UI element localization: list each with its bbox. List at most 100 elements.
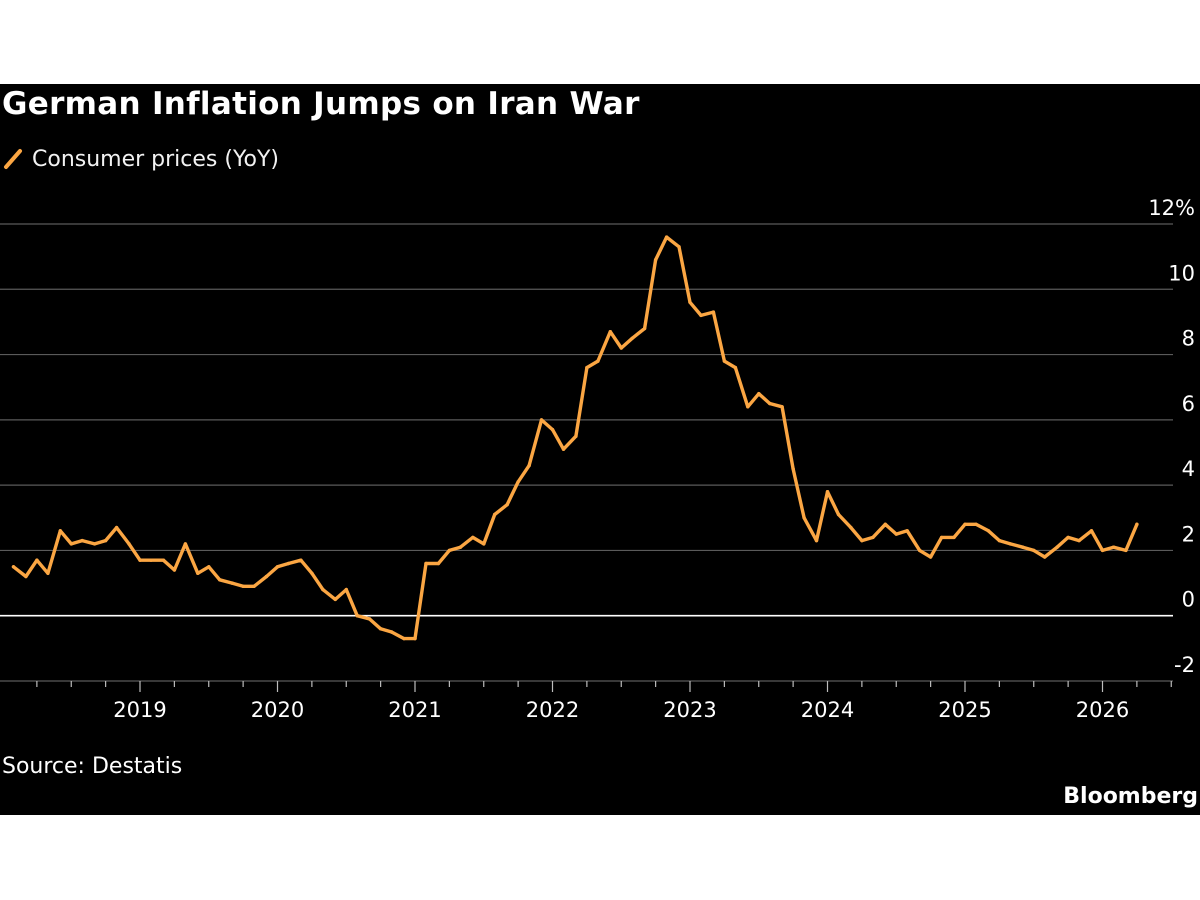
data-point [780, 405, 784, 409]
data-point [471, 535, 475, 540]
data-point [196, 571, 200, 575]
data-point [1043, 555, 1047, 559]
data-point [207, 565, 211, 569]
data-point [46, 571, 50, 575]
data-point [630, 336, 634, 340]
data-point [825, 490, 830, 494]
data-point [1135, 522, 1139, 526]
data-point [883, 522, 887, 526]
data-point [688, 300, 692, 304]
data-point [952, 535, 956, 540]
y-tick-label: 4 [1182, 457, 1195, 481]
data-point [35, 558, 39, 562]
data-point [161, 558, 166, 562]
gridlines [0, 223, 1173, 682]
data-point [458, 545, 463, 549]
data-point [561, 447, 566, 451]
data-point [378, 627, 383, 631]
series-layer [11, 235, 1139, 641]
data-point [974, 522, 978, 526]
data-point [275, 565, 280, 569]
data-point [939, 535, 944, 540]
data-point [1100, 548, 1105, 553]
data-point [871, 535, 875, 540]
data-point [585, 365, 589, 370]
data-point [917, 548, 922, 553]
data-point [80, 538, 84, 543]
data-point [333, 597, 337, 602]
data-point [963, 522, 967, 526]
y-tick-label: 12% [1148, 196, 1195, 220]
data-point [642, 326, 647, 331]
x-tick-label: 2025 [938, 698, 991, 722]
legend-label: Consumer prices (YoY) [32, 146, 279, 172]
x-tick-label: 2021 [388, 698, 441, 722]
data-point [1032, 548, 1036, 553]
data-point [344, 587, 348, 592]
legend-swatch-icon [4, 149, 22, 169]
data-point [1111, 545, 1116, 549]
data-point [413, 636, 417, 641]
data-point [802, 516, 806, 520]
data-point [252, 584, 256, 588]
data-point [677, 245, 681, 249]
data-point [447, 548, 452, 553]
data-point [69, 542, 74, 546]
data-point [321, 587, 325, 592]
data-point [711, 310, 716, 314]
data-point [172, 568, 177, 572]
chart-panel: German Inflation Jumps on Iran War Consu… [0, 84, 1200, 815]
data-point [653, 258, 658, 262]
data-point [402, 636, 406, 641]
data-point [424, 561, 428, 566]
data-point [836, 512, 841, 517]
data-point [768, 401, 772, 406]
data-point [493, 512, 497, 517]
data-point [58, 529, 62, 533]
data-point [299, 558, 303, 562]
y-tick-label: 6 [1182, 392, 1195, 416]
data-point [997, 538, 1002, 543]
data-point [264, 574, 269, 579]
data-point [241, 584, 245, 588]
data-point [860, 538, 864, 543]
data-point [436, 561, 441, 566]
y-tick-label: 8 [1182, 327, 1195, 351]
source-note: Source: Destatis [2, 754, 183, 779]
data-point [986, 529, 991, 533]
data-point [527, 463, 531, 468]
y-tick-label: -2 [1174, 653, 1195, 677]
data-point [791, 467, 795, 471]
data-point [746, 405, 750, 409]
data-point [619, 346, 623, 350]
data-point [596, 359, 600, 363]
y-axis-tick-labels: -2 0 2 4 6 8 10 12% [1148, 196, 1195, 677]
brand-logo: Bloomberg [1063, 784, 1198, 809]
x-tick-label: 2026 [1076, 698, 1129, 722]
data-point [814, 538, 819, 543]
data-point [310, 571, 314, 575]
x-tick-label: 2024 [801, 698, 854, 722]
data-point [516, 480, 520, 484]
data-point [574, 434, 578, 438]
data-point [230, 581, 234, 585]
data-point [849, 525, 853, 530]
data-point [1077, 538, 1081, 543]
y-tick-label: 0 [1182, 588, 1195, 612]
data-point [505, 503, 509, 507]
x-axis: 2019 2020 2021 2022 2023 2024 2025 2026 [36, 681, 1172, 722]
y-tick-label: 2 [1182, 522, 1195, 546]
y-tick-label: 10 [1168, 261, 1195, 285]
legend: Consumer prices (YoY) [2, 144, 279, 174]
chart-title: German Inflation Jumps on Iran War [2, 86, 640, 122]
data-point [733, 365, 738, 370]
data-point [1008, 542, 1013, 546]
data-point [183, 542, 188, 546]
data-point [757, 392, 761, 396]
data-point [389, 630, 394, 634]
data-point [722, 359, 727, 363]
data-point [127, 542, 131, 546]
data-point [664, 235, 669, 239]
data-point [103, 538, 108, 543]
data-point [539, 418, 544, 422]
